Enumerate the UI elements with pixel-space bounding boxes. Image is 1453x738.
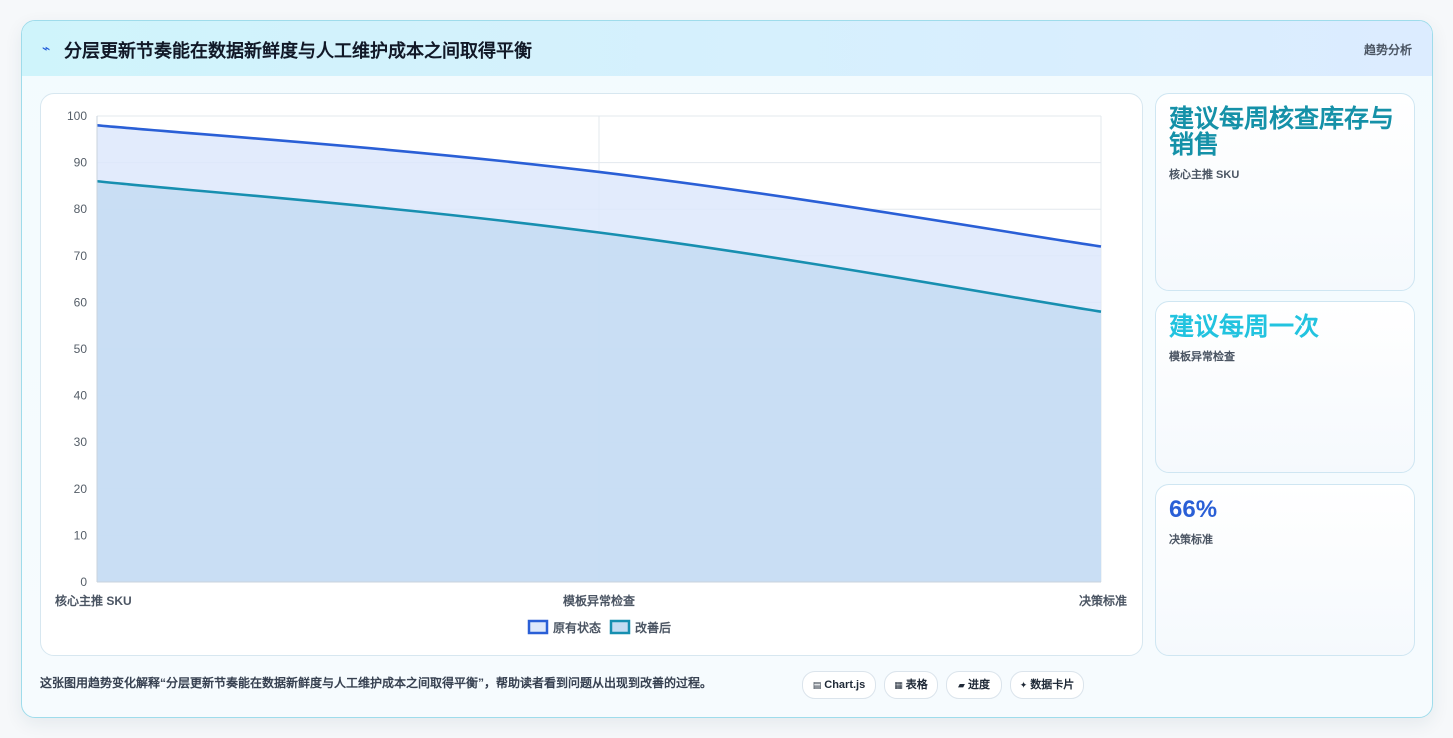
side-card-label: 核心主推 SKU bbox=[1169, 169, 1240, 181]
y-tick-label: 30 bbox=[74, 435, 88, 449]
side-card-headline: 建议每周核查库存与销售 bbox=[1169, 105, 1395, 159]
side-card-headline: 66% bbox=[1169, 496, 1218, 523]
report-card: ⌁ 分层更新节奏能在数据新鲜度与人工维护成本之间取得平衡 趋势分析 0 10 20 3… bbox=[21, 20, 1433, 718]
y-tick-label: 60 bbox=[74, 295, 88, 309]
chip-progress[interactable]: ▰ 进度 bbox=[946, 671, 1002, 699]
side-card-label: 决策标准 bbox=[1169, 534, 1213, 546]
side-card-label: 模板异常检查 bbox=[1169, 351, 1235, 363]
side-card-decision: 66% 决策标准 bbox=[1155, 484, 1415, 656]
x-tick-label: 核心主推 SKU bbox=[55, 593, 132, 608]
y-tick-label: 90 bbox=[74, 156, 88, 170]
footer-caption: 这张图用趋势变化解释“分层更新节奏能在数据新鲜度与人工维护成本之间取得平衡”，帮… bbox=[40, 676, 713, 690]
chip-chartjs[interactable]: ▤ Chart.js bbox=[802, 671, 876, 699]
trend-icon: ⌁ bbox=[42, 40, 51, 56]
table-icon: ▦ bbox=[894, 680, 903, 690]
legend-label-1: 改善后 bbox=[635, 620, 671, 635]
chart-panel: 0 10 20 30 40 50 60 70 80 90 100 核心主推 SKU 模板异常检查 决策标准… bbox=[40, 93, 1143, 656]
series-line-1 bbox=[96, 179, 1102, 314]
series-line-0 bbox=[96, 124, 1102, 248]
sparkle-icon: ✦ bbox=[1019, 680, 1028, 690]
chart-icon: ▤ bbox=[812, 680, 822, 690]
y-tick-label: 0 bbox=[80, 575, 87, 589]
legend-label-0: 原有状态 bbox=[553, 620, 601, 635]
area-chart: 0 10 20 30 40 50 60 70 80 90 100 核心主推 SKU 模板异常检查 决策标准… bbox=[55, 109, 1127, 635]
header-tag: 趋势分析 bbox=[1363, 43, 1412, 57]
y-tick-label: 10 bbox=[74, 528, 88, 542]
y-tick-label: 80 bbox=[74, 202, 88, 216]
page-title: 分层更新节奏能在数据新鲜度与人工维护成本之间取得平衡 bbox=[64, 41, 532, 61]
card-header: ⌁ 分层更新节奏能在数据新鲜度与人工维护成本之间取得平衡 趋势分析 bbox=[22, 21, 1432, 76]
legend-swatch-1 bbox=[609, 619, 631, 635]
y-tick-label: 70 bbox=[74, 249, 88, 263]
chip-table[interactable]: ▦ 表格 bbox=[884, 671, 938, 699]
y-tick-label: 40 bbox=[74, 389, 88, 403]
legend-swatch-0 bbox=[527, 619, 549, 635]
x-tick-label: 模板异常检查 bbox=[563, 593, 636, 608]
chip-data-card[interactable]: ✦ 数据卡片 bbox=[1010, 671, 1084, 699]
side-card-template-check: 建议每周一次 模板异常检查 bbox=[1155, 301, 1415, 473]
side-card-headline: 建议每周一次 bbox=[1169, 313, 1320, 341]
y-tick-label: 100 bbox=[67, 109, 87, 123]
x-tick-label: 决策标准 bbox=[1079, 593, 1127, 608]
y-tick-label: 20 bbox=[74, 482, 88, 496]
series-area-1 bbox=[97, 181, 1101, 582]
y-tick-label: 50 bbox=[74, 342, 88, 356]
side-card-core-sku: 建议每周核查库存与销售 核心主推 SKU bbox=[1155, 93, 1415, 291]
progress-icon: ▰ bbox=[958, 680, 965, 690]
